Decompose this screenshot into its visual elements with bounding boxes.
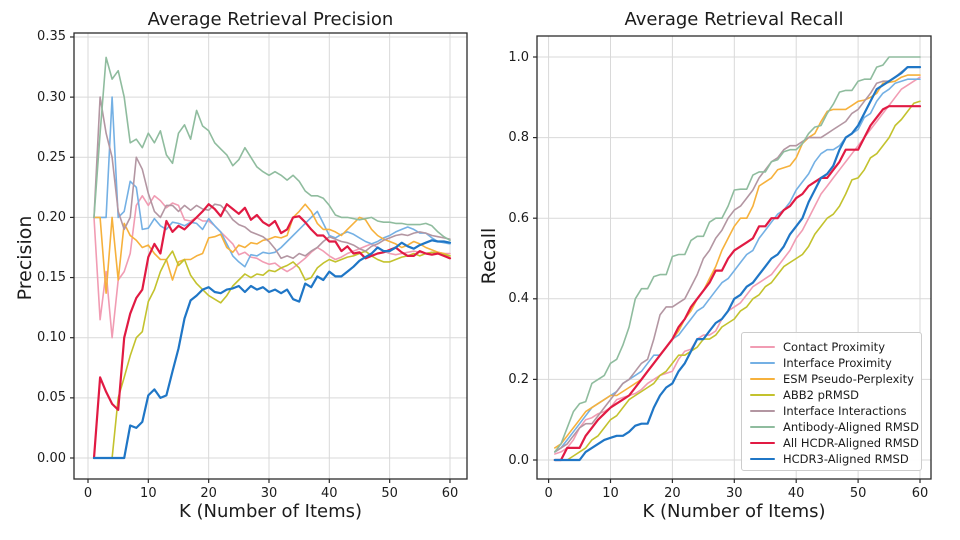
legend-label: HCDR3-Aligned RMSD bbox=[783, 451, 909, 466]
legend-item: Antibody-Aligned RMSD bbox=[750, 419, 919, 434]
series-line-esm-pseudo-perplexity bbox=[553, 74, 921, 449]
series-line-hcdr3-aligned-rmsd bbox=[553, 65, 922, 462]
series-line-interface-interactions bbox=[553, 66, 921, 453]
legend-label: Antibody-Aligned RMSD bbox=[783, 419, 919, 434]
precision-chart-title: Average Retrieval Precision bbox=[147, 9, 394, 30]
series-line-esm-pseudo-perplexity bbox=[93, 203, 451, 295]
precision-plot bbox=[70, 32, 468, 483]
x-tick-label: 0 bbox=[83, 486, 93, 501]
y-tick-label: 0.6 bbox=[508, 210, 529, 226]
legend-label: ABB2 pRMSD bbox=[783, 387, 859, 402]
y-tick-label: 0.25 bbox=[37, 149, 66, 165]
legend-label: Interface Interactions bbox=[783, 403, 907, 418]
x-tick-label: 40 bbox=[787, 486, 805, 501]
legend-label: Contact Proximity bbox=[783, 339, 886, 354]
series-line-interface-interactions bbox=[93, 96, 451, 260]
legend-swatch bbox=[750, 377, 775, 380]
legend-swatch bbox=[750, 425, 775, 428]
precision-y-axis-label: Precision bbox=[14, 215, 36, 301]
recall-y-axis-label: Recall bbox=[478, 227, 500, 285]
series-line-interface-proximity bbox=[93, 96, 451, 268]
precision-x-axis-label: K (Number of Items) bbox=[178, 501, 363, 522]
x-tick-label: 30 bbox=[726, 486, 743, 501]
series-line-hcdr3-aligned-rmsd bbox=[92, 239, 452, 460]
legend-item: ABB2 pRMSD bbox=[750, 387, 917, 402]
x-tick-label: 10 bbox=[140, 486, 157, 501]
series-line-antibody-aligned-rmsd bbox=[93, 56, 451, 242]
axes-spines bbox=[73, 32, 468, 480]
y-tick-label: 0.05 bbox=[37, 390, 66, 406]
x-tick-label: 30 bbox=[260, 486, 278, 501]
x-tick-label: 10 bbox=[602, 486, 619, 501]
series-line-all-hcdr-aligned-rmsd bbox=[553, 105, 922, 462]
x-tick-label: 20 bbox=[664, 486, 681, 501]
legend-label: Interface Proximity bbox=[783, 355, 892, 370]
x-tick-label: 0 bbox=[544, 486, 553, 501]
y-tick-label: 0.8 bbox=[508, 130, 529, 146]
x-tick-label: 50 bbox=[849, 486, 867, 501]
legend-item: All HCDR-Aligned RMSD bbox=[750, 435, 919, 450]
y-tick-label: 0.4 bbox=[508, 291, 529, 307]
legend-swatch bbox=[750, 457, 775, 460]
legend-swatch bbox=[750, 393, 775, 396]
legend-swatch bbox=[750, 345, 775, 348]
x-tick-label: 50 bbox=[381, 486, 398, 501]
legend-swatch bbox=[750, 441, 775, 444]
legend-item: Interface Interactions bbox=[750, 403, 917, 418]
recall-chart-title: Average Retrieval Recall bbox=[624, 9, 844, 30]
legend-item: Contact Proximity bbox=[750, 339, 917, 354]
legend-swatch bbox=[750, 409, 775, 412]
y-tick-label: 0.2 bbox=[508, 371, 529, 387]
y-tick-label: 0.00 bbox=[37, 450, 66, 466]
y-tick-label: 0.0 bbox=[508, 452, 529, 468]
recall-x-axis-label: K (Number of Items) bbox=[642, 501, 826, 522]
legend-item: ESM Pseudo-Perplexity bbox=[750, 371, 917, 386]
recall-plot bbox=[533, 35, 932, 483]
y-tick-label: 0.35 bbox=[37, 29, 66, 45]
legend: Contact Proximity Interface Proximity ESM … bbox=[741, 332, 922, 471]
y-tick-label: 0.15 bbox=[37, 270, 66, 286]
legend-label: ESM Pseudo-Perplexity bbox=[783, 371, 914, 386]
x-tick-label: 40 bbox=[321, 486, 338, 501]
x-tick-label: 60 bbox=[911, 486, 929, 501]
series-line-abb2-prmsd bbox=[553, 100, 921, 461]
y-tick-label: 0.30 bbox=[37, 89, 66, 105]
legend-swatch bbox=[750, 361, 775, 364]
y-tick-label: 0.10 bbox=[37, 330, 66, 346]
series-line-abb2-prmsd bbox=[93, 250, 451, 459]
series-line-contact-proximity bbox=[93, 195, 451, 339]
series-line-antibody-aligned-rmsd bbox=[553, 56, 921, 453]
legend-label: All HCDR-Aligned RMSD bbox=[783, 435, 919, 450]
x-tick-label: 60 bbox=[441, 486, 459, 501]
legend-item: HCDR3-Aligned RMSD bbox=[750, 451, 917, 466]
series-line-all-hcdr-aligned-rmsd bbox=[92, 203, 452, 460]
x-tick-label: 20 bbox=[200, 486, 217, 501]
legend-item: Interface Proximity bbox=[750, 355, 917, 370]
series-line-contact-proximity bbox=[553, 76, 921, 455]
y-tick-label: 0.20 bbox=[37, 209, 66, 225]
y-tick-label: 1.0 bbox=[508, 49, 529, 65]
